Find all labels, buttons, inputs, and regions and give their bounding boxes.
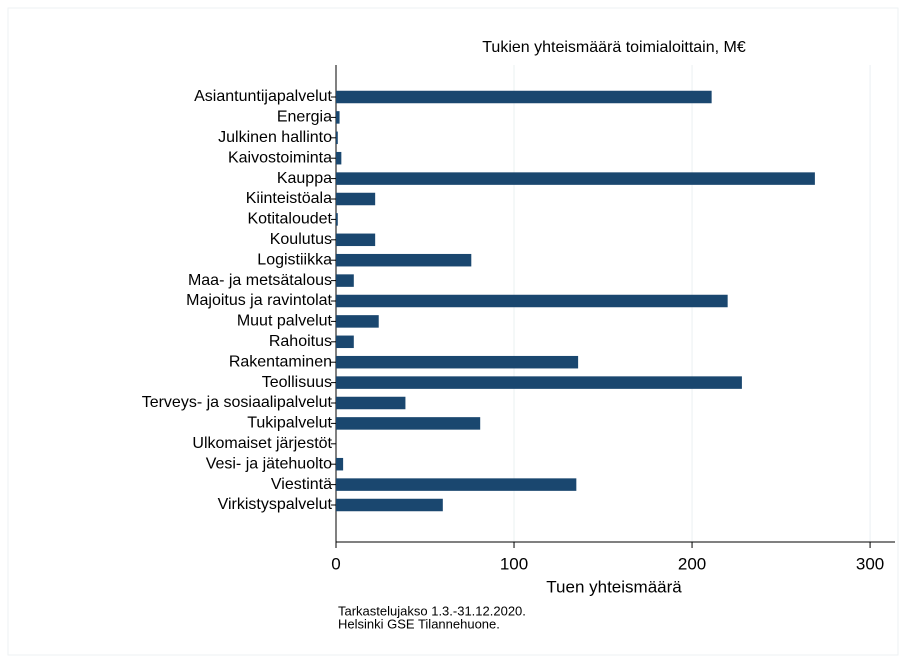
bar [336,111,340,124]
bar [336,315,379,328]
bar [336,172,815,185]
bar [336,131,338,145]
y-tick-label: Julkinen hallinto [218,129,332,146]
y-tick-label: Maa- ja metsätalous [188,272,332,289]
y-tick-label: Energia [277,109,332,126]
y-tick-label: Rakentaminen [229,353,332,370]
y-tick-label: Teollisuus [262,374,332,391]
x-axis-title: Tuen yhteismäärä [546,577,682,596]
x-tick-label: 200 [678,554,706,573]
y-tick-label: Kauppa [277,170,332,187]
x-tick-label: 0 [331,554,340,573]
y-tick-label: Kaivostoiminta [228,149,332,166]
bar [336,417,481,430]
bar [336,90,712,104]
y-tick-label: Vesi- ja jätehuolto [206,455,332,472]
y-tick-label: Koulutus [270,231,332,248]
bar [336,192,376,206]
y-tick-label: Asiantuntijapalvelut [194,88,332,105]
bar [336,478,577,491]
bar [336,294,728,308]
note: Tarkastelujakso 1.3.-31.12.2020. [338,603,526,618]
bar [336,233,376,247]
y-tick-label: Logistiikka [257,251,332,268]
bar [336,335,354,349]
note: Helsinki GSE Tilannehuone. [338,616,500,631]
y-tick-label: Terveys- ja sosiaalipalvelut [142,394,333,411]
x-tick-label: 300 [856,554,884,573]
y-tick-label: Virkistyspalvelut [218,496,333,513]
bar [336,151,342,165]
bar [336,376,742,389]
bar [336,396,406,410]
bar [336,213,338,226]
y-tick-label: Majoitus ja ravintolat [186,292,332,309]
y-tick-label: Ulkomaiset järjestöt [192,435,332,452]
bar [336,274,354,287]
bar [336,457,344,471]
y-tick-label: Viestintä [271,476,332,493]
bar [336,355,579,369]
y-tick-label: Muut palvelut [237,313,333,330]
frame [7,7,899,656]
bar [336,253,472,267]
chart-title: Tukien yhteismäärä toimialoittain, M€ [482,39,746,56]
y-tick-label: Kiinteistöala [246,190,332,207]
y-tick-label: Kotitaloudet [247,211,332,228]
y-tick-label: Tukipalvelut [247,415,332,432]
y-tick-label: Rahoitus [269,333,332,350]
x-tick-label: 100 [500,554,528,573]
bar [336,498,443,512]
